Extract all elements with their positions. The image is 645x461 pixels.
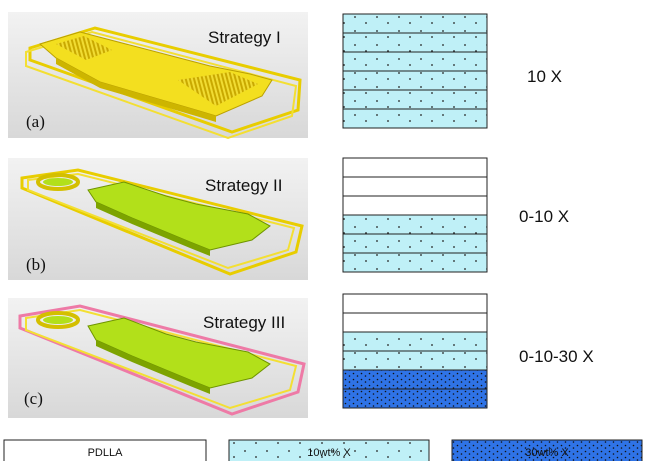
row-label-a: (a) xyxy=(26,112,45,131)
composition-label-a: 10 X xyxy=(527,67,562,86)
layer-light xyxy=(342,108,488,129)
svg-text:30wt% X: 30wt% X xyxy=(525,447,569,459)
layer-light xyxy=(342,214,488,235)
gauge-ring-b xyxy=(36,173,80,191)
layer-light xyxy=(342,70,488,91)
row-label-c: (c) xyxy=(24,389,43,408)
svg-text:10wt% X: 10wt% X xyxy=(307,447,351,459)
layer-stack-b xyxy=(342,157,488,273)
legend: PDLLA 10wt% X 30wt% X xyxy=(3,439,643,461)
layer-light xyxy=(342,350,488,371)
composition-label-b: 0-10 X xyxy=(519,207,569,226)
strategy-label-b: Strategy II xyxy=(205,176,282,195)
layer-white xyxy=(342,176,488,197)
layer-light xyxy=(342,252,488,273)
composition-label-c: 0-10-30 X xyxy=(519,347,594,366)
print-render-b xyxy=(20,168,304,276)
layer-white xyxy=(342,293,488,314)
print-render-c xyxy=(18,304,306,416)
layer-dark xyxy=(342,369,488,390)
row-b: (b) Strategy II 0-10 X xyxy=(8,157,569,280)
row-c: (c) Strategy III 0-10-30 X xyxy=(8,293,594,418)
svg-text:PDLLA: PDLLA xyxy=(88,447,124,459)
legend-10wt: 10wt% X xyxy=(228,439,430,461)
legend-pdlla: PDLLA xyxy=(3,439,207,461)
layer-white xyxy=(342,312,488,333)
strategy-label-a: Strategy I xyxy=(208,28,281,47)
strategy-label-c: Strategy III xyxy=(203,313,285,332)
layer-stack-a xyxy=(342,13,488,129)
row-a: (a) Strategy I 10 X xyxy=(8,12,562,140)
layer-light xyxy=(342,13,488,34)
layer-light xyxy=(342,89,488,110)
layer-light xyxy=(342,51,488,72)
print-render-a xyxy=(25,26,302,140)
row-label-b: (b) xyxy=(26,255,46,274)
gauge-ring-c xyxy=(36,311,80,329)
layer-light xyxy=(342,331,488,352)
layer-dark xyxy=(342,388,488,409)
layer-white xyxy=(342,157,488,178)
layer-light xyxy=(342,233,488,254)
layer-stack-c xyxy=(342,293,488,409)
layer-white xyxy=(342,195,488,216)
layer-light xyxy=(342,32,488,53)
legend-30wt: 30wt% X xyxy=(451,439,643,461)
